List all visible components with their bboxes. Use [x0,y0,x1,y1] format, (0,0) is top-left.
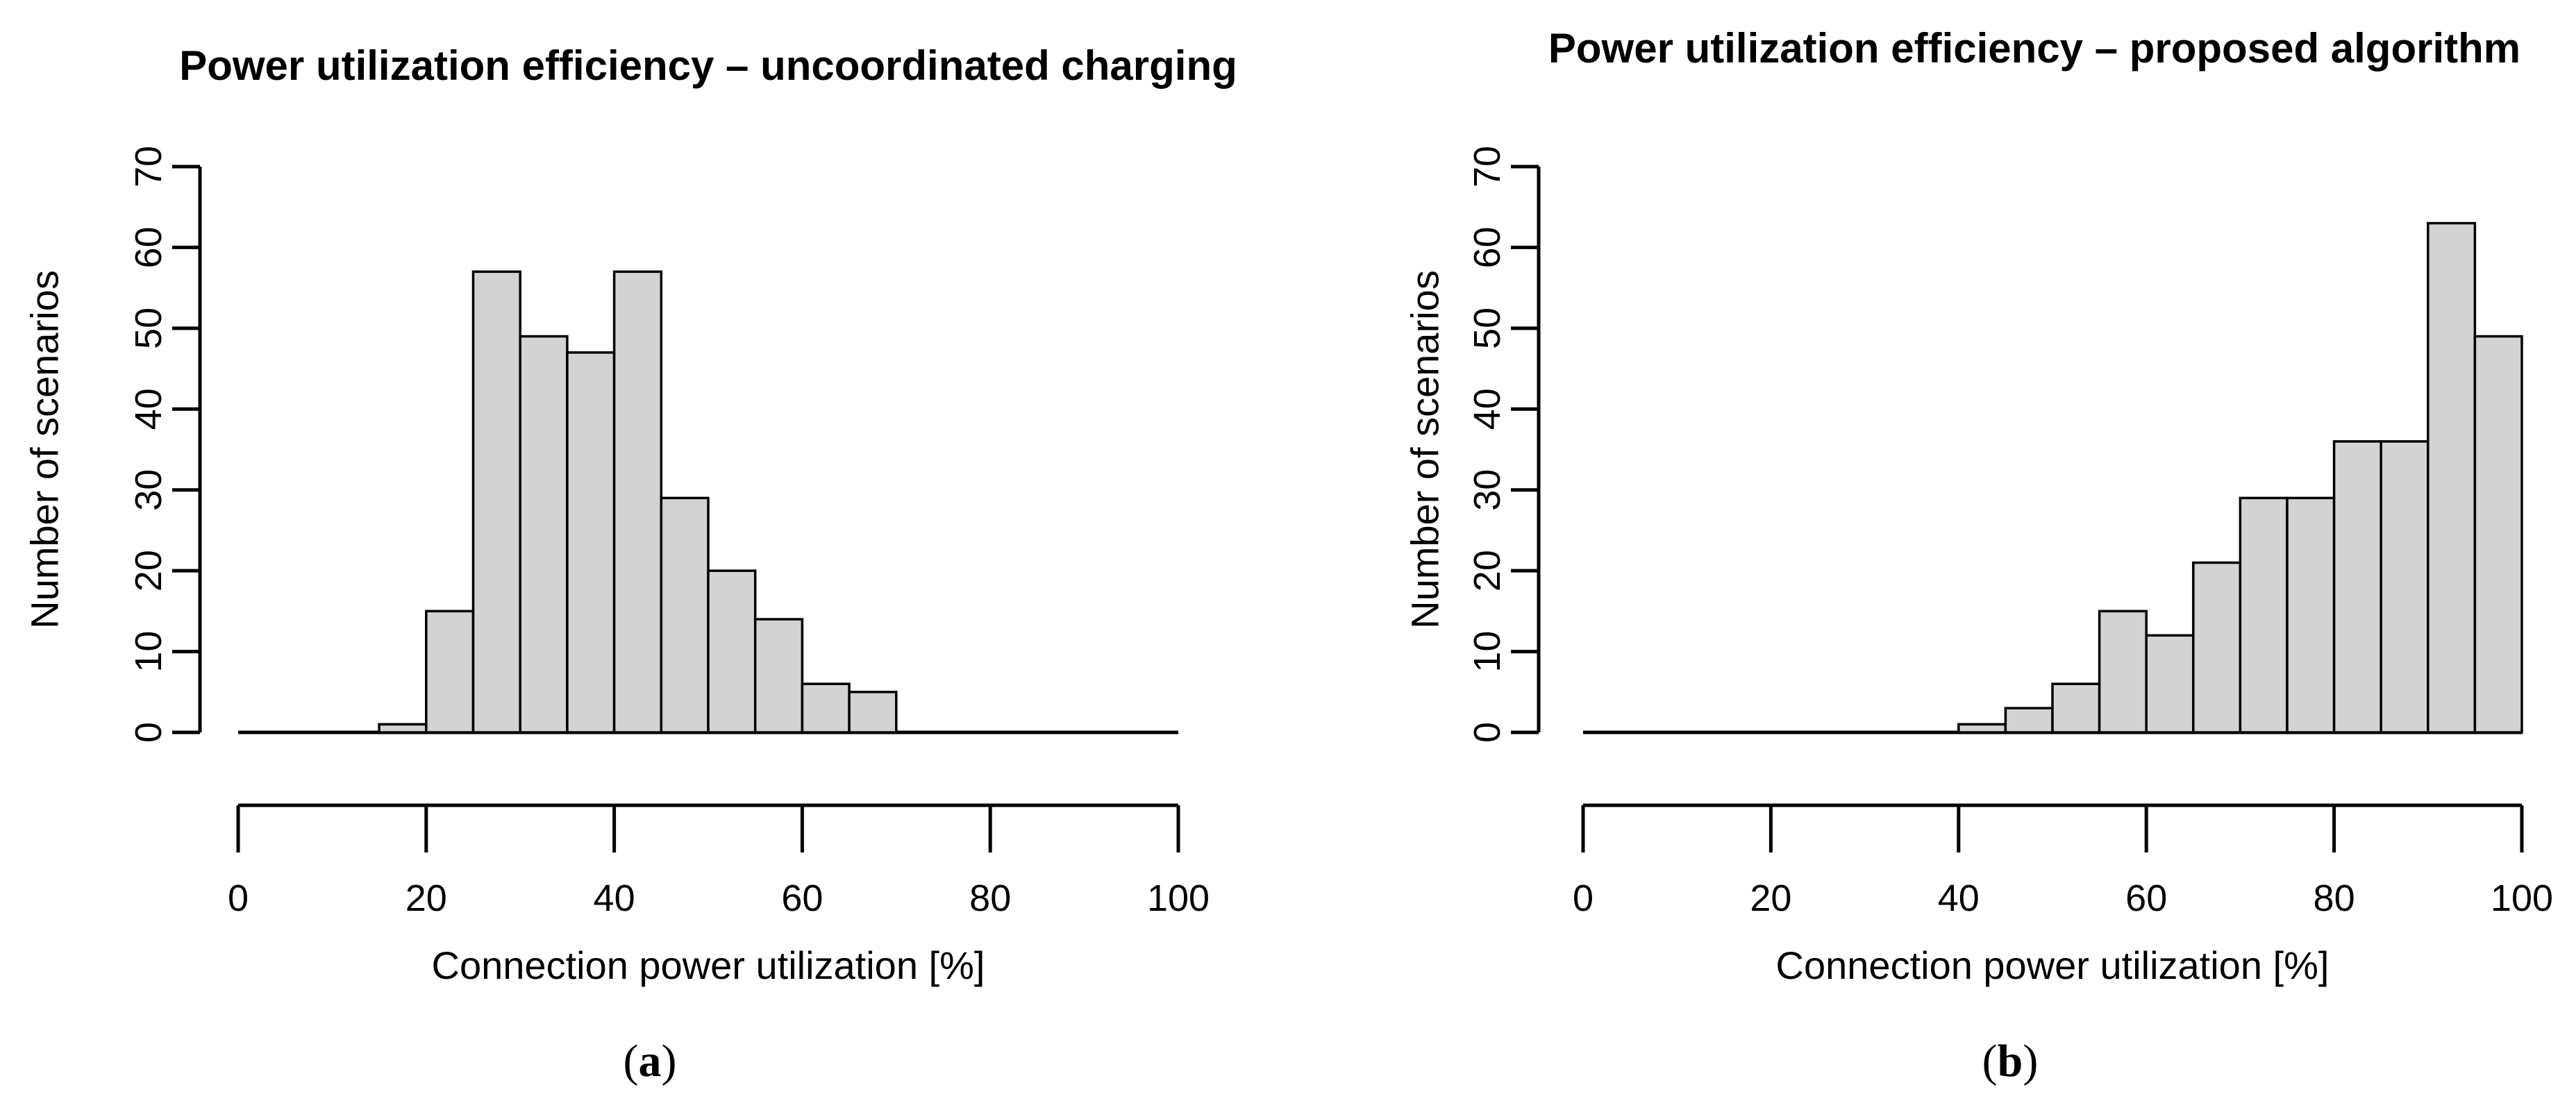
caption-letter: b [1998,1036,2023,1086]
histogram-bar [660,496,710,734]
x-tick-label: 0 [1573,877,1594,919]
y-tick-label: 30 [128,469,169,511]
x-tick-label: 80 [2314,877,2355,919]
y-tick-label: 60 [1466,226,1508,268]
histogram-bar [2145,634,2195,734]
histogram-bar [2473,335,2523,734]
histogram-bar [425,610,475,734]
y-tick-label: 70 [128,146,169,187]
y-tick-label: 70 [1466,146,1508,187]
y-tick-label: 10 [128,631,169,673]
caption-letter: a [639,1036,662,1086]
histogram-bar [2239,496,2289,734]
histogram-bar [753,618,804,734]
histogram-bar [566,351,616,734]
histogram-panel-proposed: Power utilization efficiency – proposed … [1403,25,2554,1086]
histogram-bar [2286,496,2336,734]
x-tick-label: 60 [2125,877,2167,919]
histogram-bar [2192,561,2242,734]
y-tick-label: 40 [128,388,169,430]
y-tick-label: 20 [1466,550,1508,591]
x-tick-label: 80 [969,877,1011,919]
histogram-bar [519,335,569,734]
histogram-bar [801,682,851,734]
histogram-bar [848,691,898,734]
y-tick-label: 10 [1466,631,1508,673]
x-tick-label: 20 [1750,877,1791,919]
y-tick-label: 50 [128,308,169,349]
histogram-bar [707,569,757,734]
caption-paren-close: ) [662,1036,677,1086]
caption-paren-open: ( [624,1036,639,1086]
y-axis-title: Number of scenarios [1403,270,1447,629]
x-axis-title: Connection power utilization [%] [432,943,985,987]
histogram-bar [2380,440,2429,734]
y-tick-label: 40 [1466,388,1508,430]
histogram-bar [2004,707,2054,734]
histogram-bar [471,270,521,734]
histogram-bar [2332,440,2382,734]
histogram-bar [2427,221,2477,734]
histogram-panel-uncoordinated: Power utilization efficiency – uncoordin… [23,42,1237,1086]
subfigure-caption: (b) [1982,1036,2039,1086]
y-tick-label: 0 [128,722,169,743]
x-tick-label: 100 [2491,877,2553,919]
y-tick-label: 50 [1466,308,1508,349]
chart-title: Power utilization efficiency – proposed … [1548,25,2520,72]
histogram-bar [612,270,663,734]
x-axis-title: Connection power utilization [%] [1776,943,2330,987]
y-tick-label: 60 [128,226,169,268]
y-tick-label: 0 [1466,722,1508,743]
histogram-bar [2051,682,2101,734]
histogram-bar [2098,610,2148,734]
caption-paren-open: ( [1982,1036,1998,1086]
x-tick-label: 60 [781,877,823,919]
histogram-bar [1957,723,2007,734]
caption-paren-close: ) [2023,1036,2038,1086]
y-tick-label: 20 [128,550,169,591]
x-tick-label: 100 [1147,877,1210,919]
y-axis-title: Number of scenarios [23,270,67,629]
x-tick-label: 0 [228,877,249,919]
subfigure-caption: (a) [624,1036,677,1086]
chart-title: Power utilization efficiency – uncoordin… [179,42,1237,89]
histogram-bar [378,723,428,734]
x-tick-label: 20 [405,877,447,919]
x-tick-label: 40 [594,877,635,919]
y-tick-label: 30 [1466,469,1508,511]
x-tick-label: 40 [1938,877,1980,919]
